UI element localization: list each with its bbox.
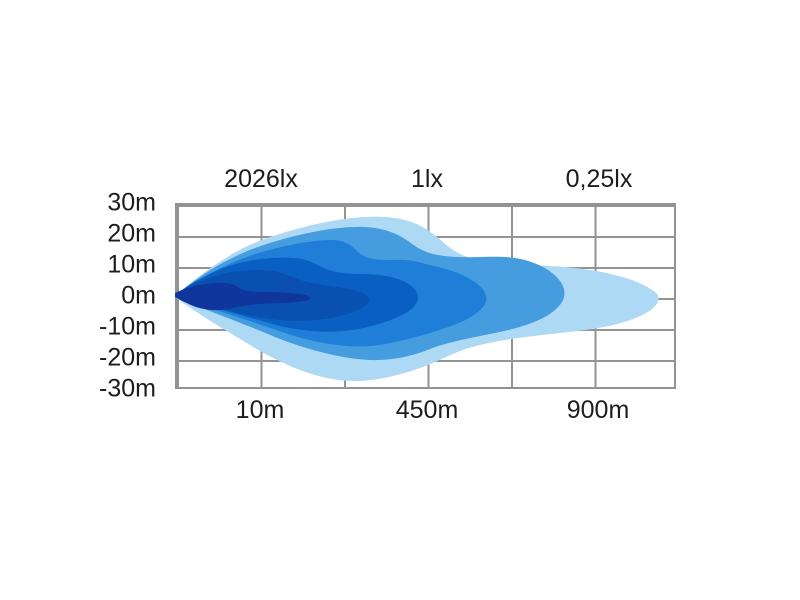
lux-label-1lx: 1lx [411,165,443,193]
y-tick-neg30m: -30m [99,374,156,403]
y-tick-neg20m: -20m [99,343,156,372]
y-tick-20m: 20m [107,219,156,248]
x-tick-900m: 900m [566,396,630,424]
y-tick-30m: 30m [107,188,156,217]
y-tick-10m: 10m [107,250,156,279]
x-tick-10m: 10m [235,396,285,424]
x-tick-450m: 450m [395,396,459,424]
lux-label-0-25lx: 0,25lx [565,165,633,193]
y-tick-0m: 0m [121,281,156,310]
plot-grid [175,203,676,389]
lux-label-2026lx: 2026lx [224,165,298,193]
y-tick-neg10m: -10m [99,312,156,341]
